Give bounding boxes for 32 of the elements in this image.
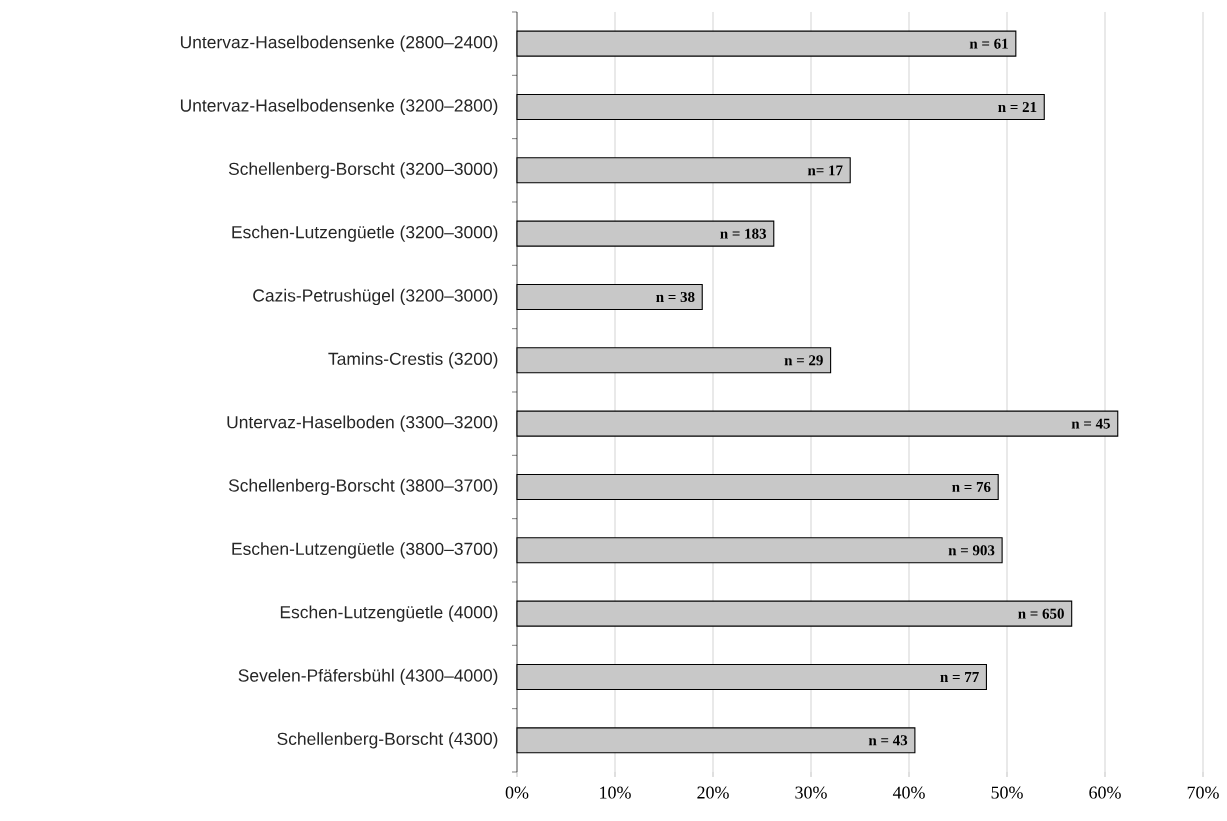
annotation: n = 77 bbox=[940, 672, 979, 682]
annotation: n = 903 bbox=[948, 545, 995, 556]
y-tick-label: Cazis-Petrushügel (3200–3000) bbox=[253, 288, 498, 306]
y-tick-label: Schellenberg-Borscht (3800–3700) bbox=[228, 478, 498, 496]
y-tick-label: Schellenberg-Borscht (3200–3000) bbox=[228, 162, 498, 179]
annotation: n = 29 bbox=[784, 355, 823, 366]
annotation: n = 45 bbox=[1071, 418, 1110, 429]
y-tick-label: Untervaz-Haselboden (3300–3200) bbox=[227, 415, 498, 432]
y-tick-label: Untervaz-Haselbodensenke (3200–2800) bbox=[180, 98, 498, 116]
y-tick-label: Sevelen-Pfäfersbühl (4300–4000) bbox=[238, 668, 498, 686]
x-tick-label: 0% bbox=[505, 786, 529, 799]
annotation: n = 76 bbox=[952, 481, 991, 493]
y-tick-label: Eschen-Lutzengüetle (3200–3000) bbox=[232, 225, 498, 242]
x-tick-label: 20% bbox=[697, 786, 729, 799]
annotation: n = 43 bbox=[868, 735, 908, 746]
y-tick-label: Untervaz-Haselbodensenke (2800–2400) bbox=[180, 35, 498, 52]
annotation: n = 21 bbox=[998, 102, 1037, 112]
annotation: n = 183 bbox=[720, 228, 767, 239]
annotation: n = 61 bbox=[969, 38, 1008, 49]
y-tick-label: Tamins-Crestis (3200) bbox=[328, 352, 498, 369]
annotation: n = 38 bbox=[656, 291, 695, 303]
y-tick-label: Eschen-Lutzengüetle (3800–3700) bbox=[232, 542, 498, 559]
x-tick-label: 30% bbox=[795, 786, 827, 799]
x-tick-label: 50% bbox=[991, 786, 1023, 799]
y-tick-label: Eschen-Lutzengüetle (4000) bbox=[280, 605, 498, 622]
annotation: n = 650 bbox=[1018, 608, 1064, 619]
y-tick-label: Schellenberg-Borscht (4300) bbox=[277, 732, 498, 749]
annotation: n= 17 bbox=[807, 165, 843, 176]
x-tick-label: 10% bbox=[600, 786, 631, 799]
x-tick-label: 60% bbox=[1089, 786, 1121, 799]
x-tick-label: 40% bbox=[892, 786, 925, 799]
x-tick-label: 70% bbox=[1187, 786, 1219, 799]
